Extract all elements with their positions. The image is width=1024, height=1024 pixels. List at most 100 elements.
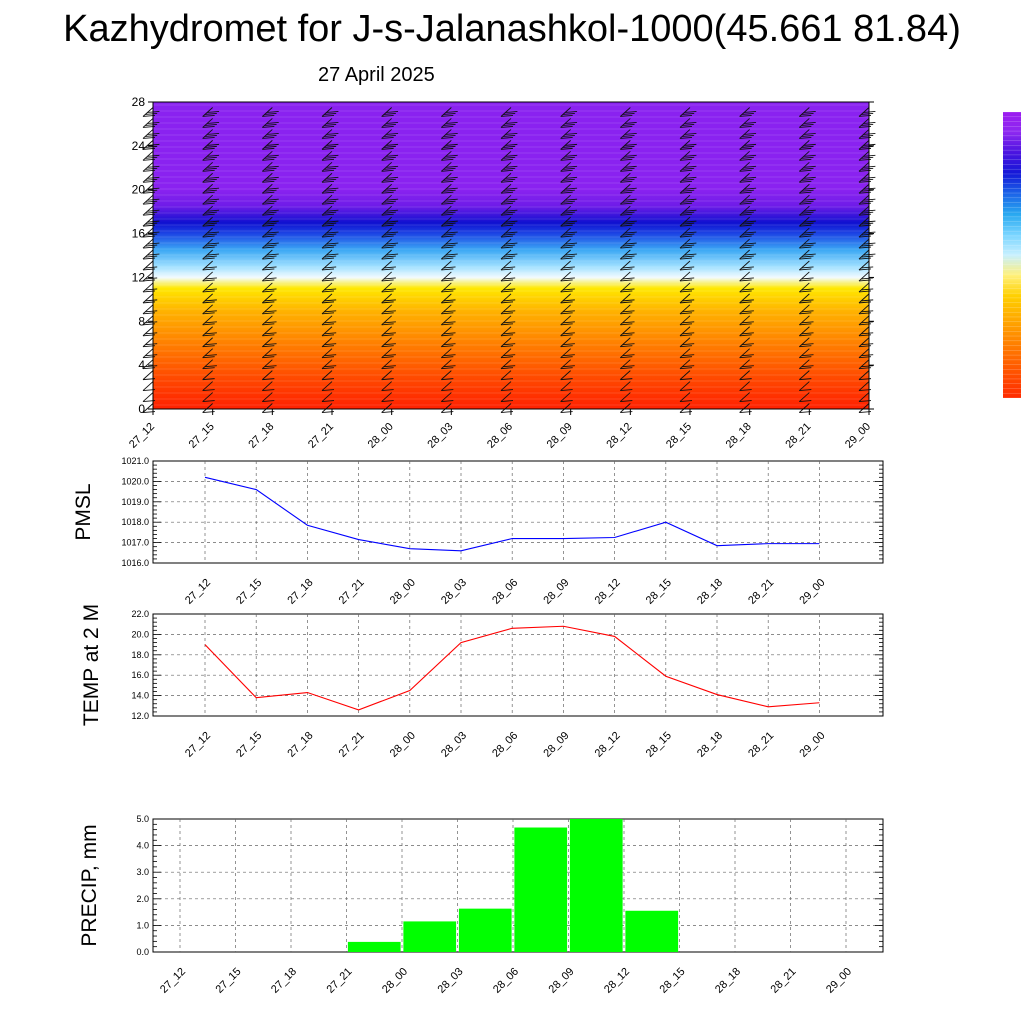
wind-barb-staff — [142, 260, 154, 271]
y-tick-label: 22.0 — [131, 609, 149, 619]
wind-barb-feather — [503, 332, 516, 335]
wind-barb-feather — [500, 115, 514, 117]
x-tick-label: 28_15 — [658, 966, 688, 996]
wind-barb-feather — [503, 266, 516, 269]
wind-barb-feather — [266, 154, 279, 157]
wind-barb-feather — [739, 323, 752, 326]
wind-barb-feather — [801, 145, 814, 148]
wind-barb-feather — [264, 200, 277, 203]
wind-barb-feather — [682, 222, 695, 225]
wind-barb-feather — [562, 321, 575, 324]
wind-barb-feather — [739, 180, 752, 183]
wind-barb-feather — [861, 113, 874, 115]
wind-barb-feather — [505, 121, 518, 124]
wind-barb-staff — [202, 271, 213, 282]
wind-barb-staff — [262, 381, 273, 391]
wind-barb-feather — [739, 257, 752, 260]
wind-barb-feather — [326, 253, 339, 256]
wind-barb-feather — [799, 125, 812, 128]
wind-barb-staff — [739, 293, 750, 304]
wind-barb-feather — [264, 266, 277, 269]
wind-barb-feather — [620, 356, 633, 359]
wind-barb-staff — [262, 348, 273, 359]
wind-barb-feather — [207, 209, 220, 212]
wind-barb-staff — [620, 326, 631, 337]
wind-barb-feather — [500, 180, 514, 183]
wind-barb-feather — [799, 367, 812, 370]
y-tick-label: 16.0 — [131, 670, 149, 680]
wind-barb-staff — [262, 370, 273, 380]
wind-barb-feather — [799, 202, 812, 205]
wind-barb-feather — [445, 253, 458, 256]
panel-frame — [152, 613, 884, 717]
wind-barb-feather — [324, 288, 337, 291]
wind-barb-feather — [326, 143, 339, 146]
wind-barb-staff — [381, 260, 392, 271]
wind-barb-feather — [500, 301, 514, 304]
wind-barb-staff — [679, 403, 691, 413]
wind-barb-staff — [739, 359, 750, 369]
wind-barb-feather — [684, 198, 697, 201]
wind-barb-feather — [266, 242, 279, 245]
y-tick-label: 12.0 — [131, 711, 149, 721]
wind-barb-staff — [381, 315, 392, 326]
wind-barb-feather — [565, 198, 578, 201]
wind-barb-feather — [264, 321, 277, 324]
wind-barb-feather — [801, 332, 814, 335]
wind-barb-feather — [744, 187, 757, 190]
wind-barb-feather — [443, 178, 456, 181]
wind-barb-feather — [739, 400, 752, 403]
wind-barb-feather — [560, 400, 573, 403]
wind-barb-feather — [861, 211, 874, 214]
wind-barb-feather — [381, 158, 394, 161]
wind-barb-feather — [386, 198, 399, 201]
wind-barb-staff — [381, 348, 392, 359]
wind-barb-feather — [381, 136, 394, 139]
wind-barb-feather — [441, 367, 454, 370]
wind-barb-feather — [739, 378, 752, 381]
wind-barb-feather — [620, 246, 633, 249]
wind-barb-feather — [503, 123, 516, 126]
wind-barb-feather — [560, 125, 573, 128]
wind-barb-feather — [262, 312, 275, 315]
wind-barb-staff — [441, 392, 452, 402]
wind-barb-staff — [321, 260, 333, 271]
wind-barb-feather — [262, 158, 275, 161]
wind-barb-feather — [324, 156, 337, 159]
x-tick-label: 27_12 — [127, 421, 157, 451]
wind-barb-feather — [381, 246, 394, 249]
wind-barb-feather — [443, 310, 456, 313]
wind-barb-feather — [739, 136, 752, 139]
wind-barb-feather — [324, 343, 337, 346]
wind-barb-feather — [202, 125, 215, 128]
wind-barb-feather — [381, 279, 394, 282]
wind-barb-feather — [500, 235, 514, 238]
wind-barb-feather — [441, 125, 454, 128]
y-tick-label: 16 — [132, 227, 146, 241]
wind-barb-feather — [801, 310, 814, 313]
wind-barb-feather — [381, 213, 394, 216]
wind-barb-feather — [741, 321, 754, 324]
wind-barb-feather — [500, 169, 514, 172]
precip-bar — [514, 827, 568, 952]
wind-barb-feather — [264, 310, 277, 313]
wind-barb-feather — [264, 277, 277, 280]
y-tick-label: 24 — [132, 139, 146, 153]
wind-barb-feather — [500, 246, 514, 249]
x-tick-label: 27_18 — [285, 730, 315, 760]
x-tick-label: 28_21 — [746, 730, 776, 760]
x-tick-label: 28_06 — [490, 730, 520, 760]
wind-barb-feather — [264, 189, 277, 192]
wind-barb-feather — [202, 257, 215, 260]
wind-barb-feather — [741, 145, 754, 148]
wind-barb-feather — [145, 343, 158, 346]
wind-barb-feather — [383, 354, 396, 357]
wind-barb-staff — [500, 392, 512, 402]
x-tick-label: 28_03 — [439, 730, 469, 760]
wind-barb-feather — [803, 176, 816, 179]
wind-barb-feather — [207, 165, 220, 168]
wind-barb-staff — [679, 282, 691, 293]
y-tick-label: 12 — [132, 270, 146, 284]
wind-barb-feather — [560, 345, 573, 348]
page-title: Kazhydromet for J-s-Jalanashkol-1000(45.… — [63, 8, 961, 50]
